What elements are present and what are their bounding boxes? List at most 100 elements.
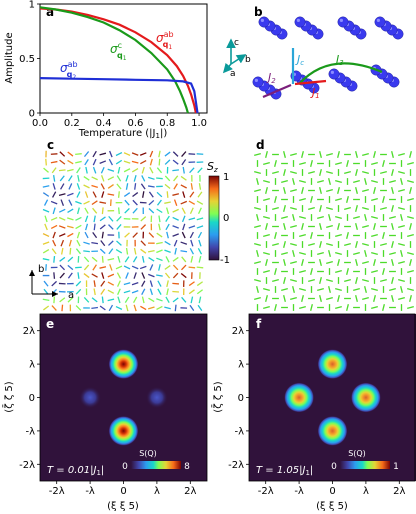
spin-arrow: [53, 272, 56, 279]
y-tick-label: -2λ: [228, 460, 244, 471]
spin-arrow: [189, 304, 195, 312]
spin-arrow: [382, 160, 385, 167]
spin-arrow: [93, 215, 96, 223]
atom: [252, 76, 264, 88]
spin-arrow: [140, 224, 147, 230]
spin-arrow: [362, 279, 369, 282]
spin-arrow: [274, 268, 277, 275]
panel-f-colorbar: [340, 461, 390, 469]
spin-arrow: [67, 151, 74, 157]
panel-f-temperature: T = 1.05|J1|: [256, 465, 313, 477]
spin-arrow: [84, 191, 89, 198]
spin-arrow: [133, 272, 137, 279]
spin-arrow: [132, 199, 138, 206]
spin-arrow: [132, 192, 139, 198]
spin-arrow: [391, 223, 394, 230]
spin-arrow: [156, 191, 163, 198]
spin-arrow: [335, 252, 342, 255]
spin-arrow: [380, 171, 387, 174]
spin-arrow: [254, 261, 261, 264]
spin-arrow: [263, 198, 270, 201]
spin-arrow: [189, 207, 194, 215]
in-plane-axes: b a: [29, 264, 74, 301]
in-plane-a-label: a: [68, 290, 74, 301]
spin-arrow: [164, 240, 171, 246]
spin-arrow: [198, 255, 202, 263]
spin-arrow: [173, 199, 178, 206]
spin-arrow: [290, 297, 297, 300]
spin-arrow: [156, 232, 163, 238]
x-tick-label: -λ: [294, 486, 304, 497]
spin-arrow: [196, 217, 204, 221]
spin-arrow: [196, 281, 204, 287]
spin-arrow: [83, 184, 90, 189]
panel-e-cbar-max: 8: [184, 462, 190, 472]
spin-arrow: [346, 304, 349, 311]
spin-arrow: [398, 189, 405, 192]
spin-arrow: [328, 214, 331, 221]
spin-arrow: [141, 272, 146, 279]
spin-arrow: [283, 187, 286, 194]
spin-arrow: [346, 160, 349, 167]
spin-texture-c: [42, 150, 204, 312]
spin-arrow: [141, 280, 146, 287]
spin-arrow: [263, 180, 270, 183]
spin-arrow: [400, 178, 403, 185]
spin-arrow: [85, 223, 89, 231]
spin-arrow: [76, 191, 81, 198]
x-tick-label: -2λ: [49, 486, 65, 497]
spin-arrow: [335, 288, 342, 291]
panel-a-xlabel: Temperature (|J1|): [78, 128, 168, 140]
spin-arrow: [371, 306, 378, 309]
panel-a-label: a: [46, 5, 54, 19]
spin-arrow: [180, 241, 188, 245]
panel-f: f T = 1.05|J1| S(Q) 0 1 -2λ -2λ -λ -λ 0 0 λ λ 2λ…: [211, 313, 416, 512]
spin-arrow: [290, 243, 297, 246]
panel-b-label: b: [254, 5, 263, 19]
spin-arrow: [158, 223, 161, 231]
spin-arrow: [337, 223, 340, 230]
spin-arrow: [407, 234, 414, 237]
spin-arrow: [265, 295, 268, 302]
spin-arrow: [182, 223, 186, 231]
spin-arrow: [326, 279, 333, 282]
spin-arrow: [132, 296, 138, 304]
spin-arrow: [91, 184, 98, 189]
spin-arrow: [59, 256, 66, 262]
spin-arrow: [355, 151, 358, 158]
spin-arrow: [274, 196, 277, 203]
spin-arrow: [172, 233, 179, 237]
spin-arrow: [91, 242, 99, 245]
spin-arrow: [52, 183, 56, 190]
bragg-peak: [79, 386, 102, 409]
spin-arrow: [407, 162, 414, 165]
spin-arrow: [283, 205, 286, 212]
spin-arrow: [355, 187, 358, 194]
x-tick-label: 0: [120, 486, 126, 497]
spin-arrow: [42, 298, 50, 302]
spin-arrow: [45, 158, 47, 166]
spin-arrow: [364, 178, 367, 185]
spin-arrow: [172, 151, 179, 157]
spin-arrow: [164, 272, 171, 279]
spin-arrow: [328, 250, 331, 257]
spin-arrow: [75, 224, 82, 230]
spin-arrow: [139, 265, 147, 270]
sz-colorbar: [209, 176, 219, 260]
panel-b: b c b a Jc J3 J2 J1: [222, 5, 404, 100]
spin-arrow: [344, 171, 351, 174]
spin-arrow: [362, 261, 369, 264]
spin-arrow: [283, 295, 286, 302]
spin-arrow: [181, 231, 186, 239]
spin-arrow: [123, 290, 131, 294]
spin-arrow: [100, 288, 106, 295]
label-sigma-ab-q2: σab q2: [60, 60, 78, 81]
bragg-peak: [108, 349, 139, 380]
y-tick-label: -2λ: [19, 460, 35, 471]
spin-arrow: [51, 280, 57, 287]
spin-arrow: [389, 288, 396, 291]
spin-arrow: [355, 169, 358, 176]
spin-arrow: [196, 225, 204, 229]
spin-arrow: [100, 183, 105, 190]
spin-arrow: [124, 232, 130, 238]
